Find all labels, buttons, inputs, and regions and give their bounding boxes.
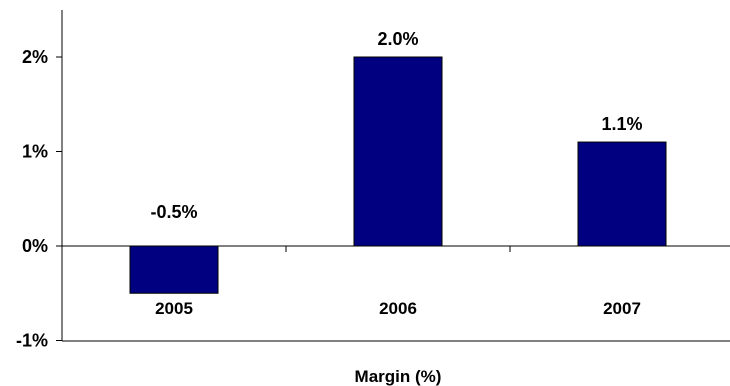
x-axis-ticks xyxy=(285,246,511,252)
bar-series xyxy=(129,56,667,294)
category-labels: 2005 2006 2007 xyxy=(155,299,641,318)
category-label: 2007 xyxy=(603,299,641,318)
bar-2005 xyxy=(129,245,219,294)
y-tick-label: 1% xyxy=(22,142,48,162)
y-tick-label: 0% xyxy=(22,236,48,256)
bar-2007 xyxy=(577,141,667,247)
y-tick-label: -1% xyxy=(16,331,48,351)
bar-2006 xyxy=(353,56,443,247)
x-axis-title: Margin (%) xyxy=(355,367,442,386)
data-label: -0.5% xyxy=(150,202,197,222)
category-label: 2006 xyxy=(379,299,417,318)
data-label: 1.1% xyxy=(601,114,642,134)
y-tick-label: 2% xyxy=(22,47,48,67)
data-labels: -0.5% 2.0% 1.1% xyxy=(150,29,642,222)
category-label: 2005 xyxy=(155,299,193,318)
data-label: 2.0% xyxy=(377,29,418,49)
y-axis-ticks: -1% 0% 1% 2% xyxy=(16,47,62,351)
